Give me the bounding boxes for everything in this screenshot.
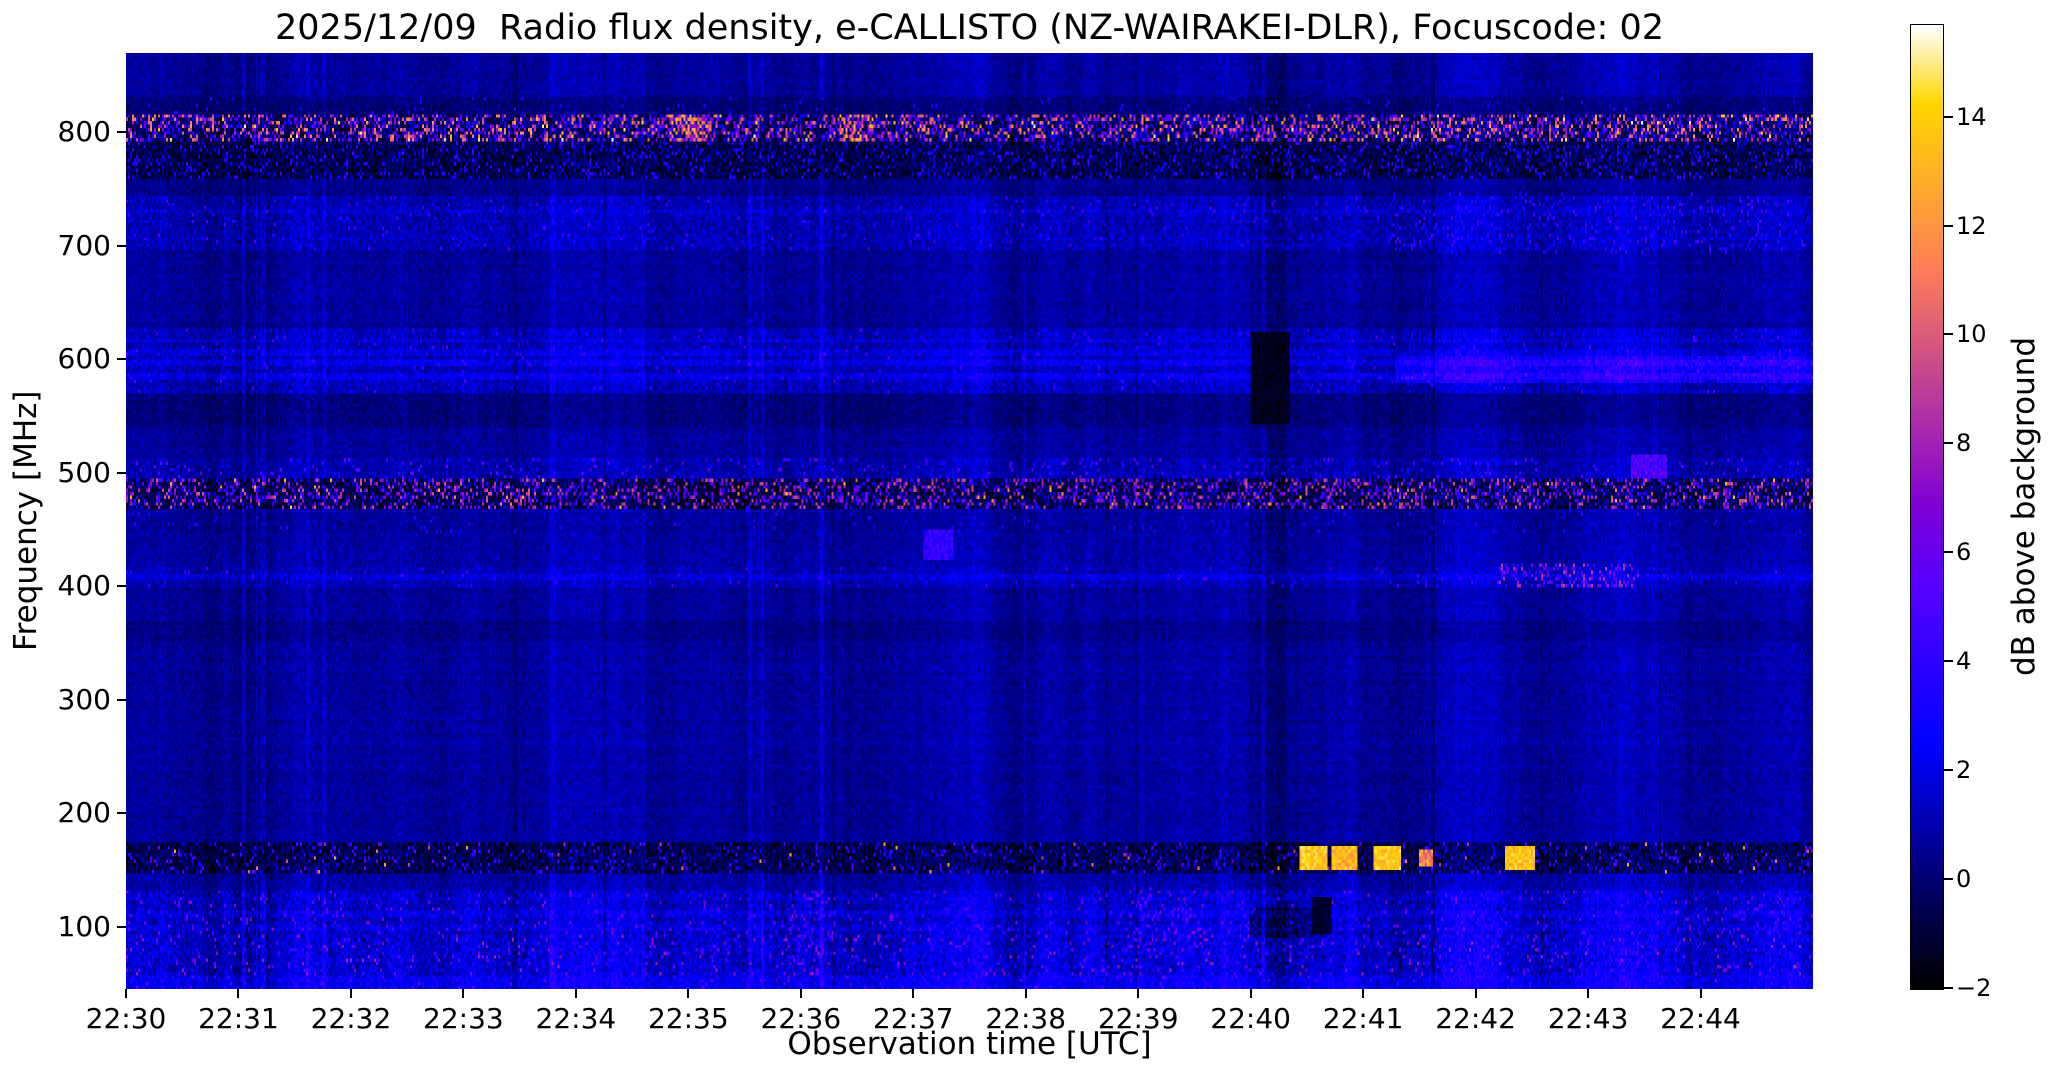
y-tick-mark xyxy=(117,812,126,815)
colorbar-tick-mark xyxy=(1944,660,1953,663)
x-tick-label: 22:39 xyxy=(1097,1002,1179,1035)
x-tick-mark xyxy=(462,989,465,998)
x-tick-label: 22:41 xyxy=(1322,1002,1404,1035)
x-axis-label: Observation time [UTC] xyxy=(787,1026,1152,1062)
y-tick-mark xyxy=(117,925,126,928)
colorbar-label: dB above background xyxy=(2006,336,2042,676)
x-tick-mark xyxy=(687,989,690,998)
colorbar-tick-mark xyxy=(1944,333,1953,336)
chart-title: 2025/12/09 Radio flux density, e-CALLIST… xyxy=(275,8,1664,48)
y-tick-label: 100 xyxy=(57,909,111,943)
colorbar-tick-mark xyxy=(1944,878,1953,881)
colorbar-tick-label: 10 xyxy=(1956,320,1987,349)
spectrogram-canvas xyxy=(126,53,1813,989)
colorbar-tick-label: 0 xyxy=(1956,865,1972,894)
x-tick-mark xyxy=(799,989,802,998)
y-axis-label: Frequency [MHz] xyxy=(8,390,44,652)
x-tick-mark xyxy=(1362,989,1365,998)
x-tick-label: 22:43 xyxy=(1547,1002,1629,1035)
x-tick-label: 22:44 xyxy=(1660,1002,1741,1035)
x-tick-label: 22:30 xyxy=(85,1002,167,1035)
x-tick-label: 22:32 xyxy=(310,1002,392,1035)
x-tick-label: 22:42 xyxy=(1435,1002,1516,1035)
x-tick-mark xyxy=(1474,989,1477,998)
x-tick-label: 22:31 xyxy=(198,1002,279,1035)
colorbar-tick-label: 12 xyxy=(1956,211,1987,240)
colorbar-tick-mark xyxy=(1944,551,1953,554)
y-tick-label: 200 xyxy=(57,796,111,830)
x-tick-mark xyxy=(1024,989,1027,998)
colorbar-tick-mark xyxy=(1944,442,1953,445)
colorbar-gradient xyxy=(1910,24,1944,990)
x-tick-label: 22:34 xyxy=(535,1002,617,1035)
x-tick-mark xyxy=(1137,989,1140,998)
x-tick-mark xyxy=(1699,989,1702,998)
colorbar-tick-label: −2 xyxy=(1956,974,1992,1002)
x-tick-mark xyxy=(125,989,127,998)
x-tick-label: 22:33 xyxy=(423,1002,504,1035)
x-tick-label: 22:35 xyxy=(647,1002,729,1035)
y-tick-mark xyxy=(117,585,126,588)
x-tick-mark xyxy=(1587,989,1590,998)
colorbar-tick-mark xyxy=(1944,224,1953,227)
x-tick-label: 22:37 xyxy=(872,1002,954,1035)
x-tick-label: 22:36 xyxy=(760,1002,842,1035)
x-tick-label: 22:40 xyxy=(1210,1002,1291,1035)
colorbar-tick-label: 2 xyxy=(1956,756,1972,785)
x-tick-mark xyxy=(349,989,352,998)
y-tick-label: 800 xyxy=(57,115,111,149)
x-tick-label: 22:38 xyxy=(985,1002,1067,1035)
y-tick-mark xyxy=(117,131,126,134)
colorbar-tick-label: 6 xyxy=(1956,538,1972,567)
colorbar-tick-label: 14 xyxy=(1956,102,1987,131)
y-tick-mark xyxy=(117,244,126,247)
y-tick-label: 500 xyxy=(57,455,111,489)
x-tick-mark xyxy=(237,989,240,998)
y-tick-label: 300 xyxy=(57,682,111,716)
colorbar-tick-label: 8 xyxy=(1956,429,1972,458)
colorbar-tick-mark xyxy=(1944,115,1953,118)
colorbar-tick-mark xyxy=(1944,769,1953,772)
y-tick-label: 600 xyxy=(57,342,111,376)
colorbar-tick-label: 4 xyxy=(1956,647,1972,676)
x-tick-mark xyxy=(912,989,915,998)
x-tick-mark xyxy=(574,989,577,998)
x-tick-mark xyxy=(1249,989,1252,998)
colorbar-tick-mark xyxy=(1944,987,1953,989)
y-tick-label: 400 xyxy=(57,569,111,603)
y-tick-mark xyxy=(117,358,126,361)
y-tick-mark xyxy=(117,471,126,474)
y-tick-mark xyxy=(117,698,126,701)
y-tick-label: 700 xyxy=(57,228,111,262)
